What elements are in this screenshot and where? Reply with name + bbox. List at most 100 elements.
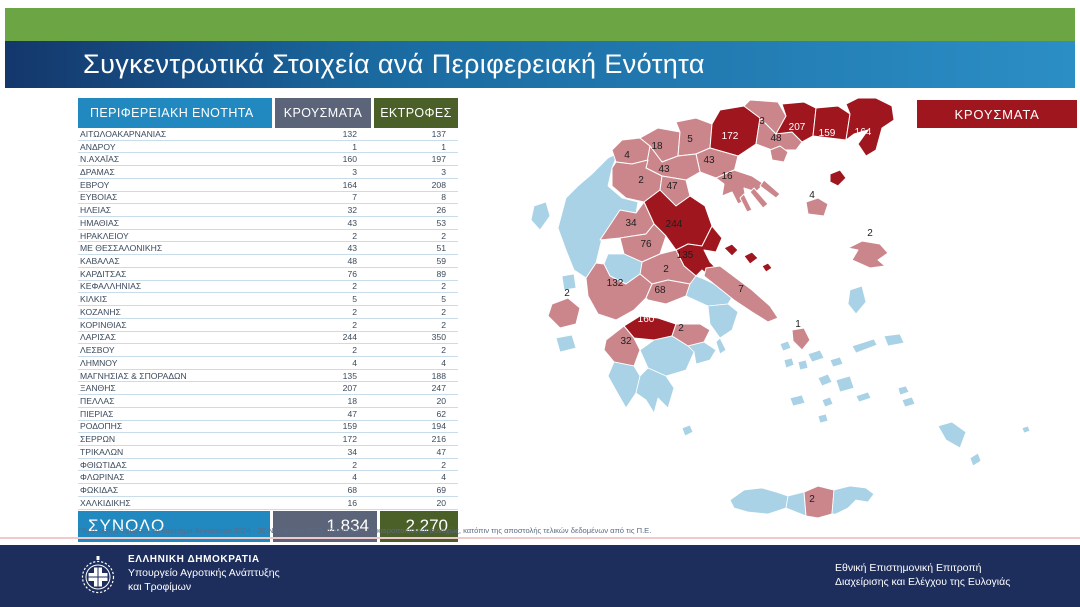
table-row: ΠΕΛΛΑΣ 18 20 — [78, 395, 458, 408]
map-value-label: 164 — [855, 127, 872, 138]
region-chalkidikis-finger — [739, 193, 753, 213]
total-label: ΣΥΝΟΛΟ — [78, 510, 270, 542]
col-header-farms: ΕΚΤΡΟΦΕΣ — [374, 98, 458, 128]
top-green-bar — [5, 8, 1075, 41]
table-row: ΞΑΝΘΗΣ 207 247 — [78, 382, 458, 396]
farms-value-cell: 247 — [431, 383, 446, 394]
island-cyclades — [779, 340, 792, 352]
region-attiki — [707, 303, 739, 339]
cases-value-cell: 48 — [347, 256, 357, 267]
cases-value-cell: 3 — [352, 167, 357, 178]
region-evrou — [845, 97, 895, 157]
cases-value-cell: 43 — [347, 217, 357, 228]
cases-value-cell: 47 — [347, 408, 357, 419]
region-name-cell: ΞΑΝΘΗΣ — [80, 383, 116, 394]
table-row: ΛΑΡΙΣΑΣ 244 350 — [78, 332, 458, 345]
map-value-label: 76 — [640, 239, 652, 250]
farms-value-cell: 89 — [436, 268, 446, 279]
page-title: Συγκεντρωτικά Στοιχεία ανά Περιφερειακή … — [83, 49, 705, 79]
farms-value-cell: 2 — [441, 230, 446, 241]
footnote: *Τα στοιχεία αφορούν το διάστημα Αυγούστ… — [78, 526, 652, 535]
map-value-label: 3 — [759, 116, 765, 127]
table-row: ΑΝΔΡΟΥ 1 1 — [78, 141, 458, 154]
island-cyclades — [789, 394, 806, 407]
map-value-label: 5 — [687, 134, 693, 145]
total-farms: 2.270 — [380, 510, 458, 542]
footer-bar: ΕΛΛΗΝΙΚΗ ΔΗΜΟΚΡΑΤΙΑ Υπουργείο Αγροτικής … — [0, 545, 1080, 607]
farms-value-cell: 2 — [441, 319, 446, 330]
farms-value-cell: 20 — [436, 395, 446, 406]
region-name-cell: ΛΑΡΙΣΑΣ — [80, 332, 116, 343]
committee-line1: Εθνική Επιστημονική Επιτροπή — [835, 562, 982, 574]
island-islet — [1021, 425, 1031, 434]
region-name-cell: ΑΙΤΩΛΟΑΚΑΡΝΑΝΙΑΣ — [80, 128, 167, 139]
farms-value-cell: 4 — [441, 472, 446, 483]
cases-value-cell: 34 — [347, 446, 357, 457]
farms-value-cell: 47 — [436, 446, 446, 457]
region-name-cell: ΧΑΛΚΙΔΙΚΗΣ — [80, 497, 131, 508]
farms-value-cell: 20 — [436, 497, 446, 508]
table-row: ΛΗΜΝΟΥ 4 4 — [78, 357, 458, 370]
region-name-cell: ΠΙΕΡΙΑΣ — [80, 408, 114, 419]
region-name-cell: ΡΟΔΟΠΗΣ — [80, 421, 123, 432]
cases-value-cell: 2 — [352, 319, 357, 330]
cases-value-cell: 2 — [352, 230, 357, 241]
cases-value-cell: 159 — [342, 421, 357, 432]
cases-value-cell: 2 — [352, 459, 357, 470]
island-chios — [847, 285, 867, 315]
island-cyclades — [835, 375, 855, 393]
table-row: ΡΟΔΟΠΗΣ 159 194 — [78, 421, 458, 434]
table-row: ΕΥΒΟΙΑΣ 7 8 — [78, 192, 458, 205]
region-name-cell: ΦΩΚΙΔΑΣ — [80, 484, 119, 495]
table-row: ΣΕΡΡΩΝ 172 216 — [78, 433, 458, 446]
island-cyclades — [855, 391, 872, 403]
greece-choropleth-map: 4 18 5 172 3 48 207 159 164 43 43 2 47 16 4 34 244 76 135 2… — [500, 97, 1080, 538]
island-cyclades — [797, 359, 809, 371]
region-chania — [729, 487, 789, 515]
map-value-label: 2 — [638, 175, 644, 186]
island-karpathos — [969, 452, 982, 467]
region-name-cell: ΛΗΜΝΟΥ — [80, 357, 118, 368]
table-header: ΠΕΡΙΦΕΡΕΙΑΚΗ ΕΝΟΤΗΤΑ ΚΡΟΥΣΜΑΤΑ ΕΚΤΡΟΦΕΣ — [78, 98, 458, 128]
island-zakynthos — [555, 334, 577, 353]
region-attiki-peninsula — [715, 337, 727, 355]
region-name-cell: ΦΘΙΩΤΙΔΑΣ — [80, 459, 127, 470]
map-legend-cases: ΚΡΟΥΣΜΑΤΑ — [917, 100, 1077, 128]
island-thasos — [769, 145, 789, 163]
farms-value-cell: 53 — [436, 217, 446, 228]
map-value-label: 2 — [663, 264, 669, 275]
map-value-label: 4 — [809, 190, 815, 201]
map-value-label: 47 — [666, 181, 678, 192]
island-kefallinia — [547, 297, 581, 329]
map-value-label: 68 — [654, 285, 666, 296]
region-name-cell: ΤΡΙΚΑΛΩΝ — [80, 446, 124, 457]
region-name-cell: ΕΒΡΟΥ — [80, 179, 110, 190]
farms-value-cell: 2 — [441, 281, 446, 292]
table-row: ΚΑΒΑΛΑΣ 48 59 — [78, 255, 458, 268]
island-lefkada — [561, 273, 577, 291]
cases-value-cell: 2 — [352, 306, 357, 317]
island-samos — [883, 333, 905, 347]
map-value-label: 2 — [564, 288, 570, 299]
ministry-line1: Υπουργείο Αγροτικής Ανάπτυξης — [128, 567, 280, 579]
cases-value-cell: 164 — [342, 179, 357, 190]
region-name-cell: ΚΟΖΑΝΗΣ — [80, 306, 121, 317]
island-kos — [901, 396, 916, 408]
cases-value-cell: 7 — [352, 192, 357, 203]
map-value-label: 7 — [738, 284, 744, 295]
map-value-label: 160 — [638, 314, 655, 325]
region-messinia — [607, 361, 641, 409]
island-cyclades — [783, 357, 795, 369]
region-rethymno — [785, 491, 807, 517]
table-row: ΑΙΤΩΛΟΑΚΑΡΝΑΝΙΑΣ 132 137 — [78, 128, 458, 141]
region-name-cell: ΦΛΩΡΙΝΑΣ — [80, 472, 125, 483]
table-row: ΤΡΙΚΑΛΩΝ 34 47 — [78, 446, 458, 459]
regional-data-table: ΠΕΡΙΦΕΡΕΙΑΚΗ ΕΝΟΤΗΤΑ ΚΡΟΥΣΜΑΤΑ ΕΚΤΡΟΦΕΣ … — [78, 98, 458, 542]
island-cyclades — [821, 396, 834, 408]
map-value-label: 32 — [620, 336, 632, 347]
island-ikaria — [851, 338, 878, 354]
table-row: ΛΕΣΒΟΥ 2 2 — [78, 344, 458, 357]
island-evvoia — [703, 265, 779, 323]
table-row: ΚΟΡΙΝΘΙΑΣ 2 2 — [78, 319, 458, 332]
